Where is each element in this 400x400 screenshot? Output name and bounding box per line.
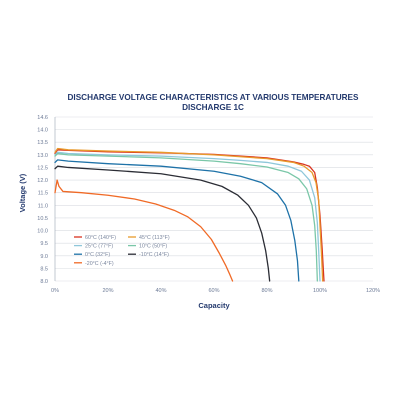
series-line — [54, 147, 324, 282]
legend-label: 10°C (50°F) — [139, 244, 167, 250]
legend-item: 60°C (140°F) — [74, 235, 116, 241]
legend: 60°C (140°F) 45°C (113°F) 25°C (77°F) 10°C … — [74, 235, 170, 267]
y-tick-label: 8.5 — [40, 266, 48, 272]
series-line — [54, 159, 300, 282]
legend-label: 25°C (77°F) — [85, 244, 113, 250]
y-tick-label: 12.5 — [37, 165, 48, 171]
legend-label: -20°C (-4°F) — [85, 261, 114, 267]
y-tick-label: 14.0 — [37, 128, 48, 134]
x-tick-label: 60% — [208, 288, 219, 294]
legend-label: 45°C (113°F) — [139, 235, 170, 241]
legend-item: 25°C (77°F) — [74, 244, 113, 250]
tick-layer: 8.0 8.5 9.0 9.5 10.0 10.5 11.0 11.5 12.0 12.5 13.0… — [37, 115, 380, 294]
chart-subtitle: DISCHARGE 1C — [182, 103, 244, 112]
y-tick-label: 13.5 — [37, 140, 48, 146]
y-tick-label: 12.0 — [37, 178, 48, 184]
y-axis-label: Voltage (V) — [18, 173, 27, 212]
y-tick-label: 14.6 — [37, 115, 48, 121]
y-tick-label: 10.0 — [37, 229, 48, 235]
legend-item: 0°C (32°F) — [74, 252, 110, 258]
x-tick-label: 100% — [313, 288, 327, 294]
x-tick-label: 120% — [366, 288, 380, 294]
legend-item: 10°C (50°F) — [128, 244, 167, 250]
y-tick-label: 9.5 — [40, 241, 48, 247]
chart-title: DISCHARGE VOLTAGE CHARACTERISTICS AT VAR… — [68, 93, 360, 102]
y-tick-label: 10.5 — [37, 216, 48, 222]
x-tick-label: 0% — [51, 288, 59, 294]
legend-label: 60°C (140°F) — [85, 235, 116, 241]
legend-item: -20°C (-4°F) — [74, 261, 114, 267]
series-layer — [54, 147, 325, 282]
x-tick-label: 20% — [102, 288, 113, 294]
legend-label: -10°C (14°F) — [139, 252, 169, 258]
y-tick-label: 9.0 — [40, 254, 48, 260]
legend-label: 0°C (32°F) — [85, 252, 110, 258]
legend-item: -10°C (14°F) — [128, 252, 169, 258]
y-tick-label: 11.0 — [38, 203, 48, 209]
legend-item: 45°C (113°F) — [128, 235, 170, 241]
series-line — [54, 165, 271, 282]
x-axis-label: Capacity — [198, 301, 230, 310]
series-line — [54, 151, 321, 282]
series-line — [54, 179, 234, 282]
y-tick-label: 13.0 — [37, 153, 48, 159]
y-tick-label: 8.0 — [40, 279, 48, 285]
y-tick-label: 11.5 — [38, 191, 48, 197]
x-tick-label: 80% — [261, 288, 272, 294]
series-line — [54, 152, 318, 282]
x-tick-label: 40% — [155, 288, 166, 294]
